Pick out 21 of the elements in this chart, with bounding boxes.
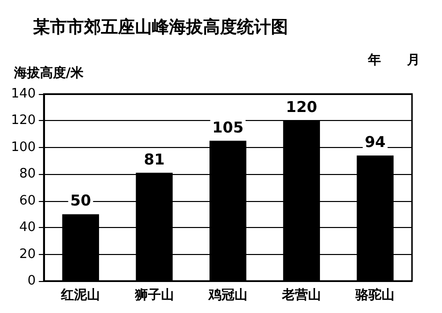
x-tick-label: 骆驼山 bbox=[354, 287, 395, 303]
x-tick-label: 红泥山 bbox=[60, 288, 100, 303]
chart-title: 某市市郊五座山峰海拔高度统计图 bbox=[32, 18, 288, 38]
data-label: 81 bbox=[144, 150, 165, 168]
x-tick-label: 老营山 bbox=[281, 287, 322, 303]
data-label: 105 bbox=[212, 118, 244, 136]
y-tick-label: 140 bbox=[10, 86, 36, 102]
y-tick-label: 40 bbox=[19, 220, 36, 236]
y-tick-label: 60 bbox=[19, 193, 36, 208]
x-tick-label: 狮子山 bbox=[134, 288, 174, 303]
y-tick-label: 120 bbox=[10, 113, 36, 128]
y-tick-label: 80 bbox=[19, 166, 36, 182]
y-axis-title: 海拔高度/米 bbox=[12, 65, 85, 81]
text: 年 月 bbox=[367, 53, 420, 68]
y-tick-label: 100 bbox=[10, 140, 36, 155]
y-tick-label: 0 bbox=[28, 274, 36, 288]
x-tick-label: 鸡冠山 bbox=[207, 288, 248, 303]
data-label: 94 bbox=[364, 132, 386, 151]
data-label: 120 bbox=[286, 98, 318, 116]
y-tick-label: 20 bbox=[19, 246, 36, 262]
data-label: 50 bbox=[70, 192, 92, 210]
